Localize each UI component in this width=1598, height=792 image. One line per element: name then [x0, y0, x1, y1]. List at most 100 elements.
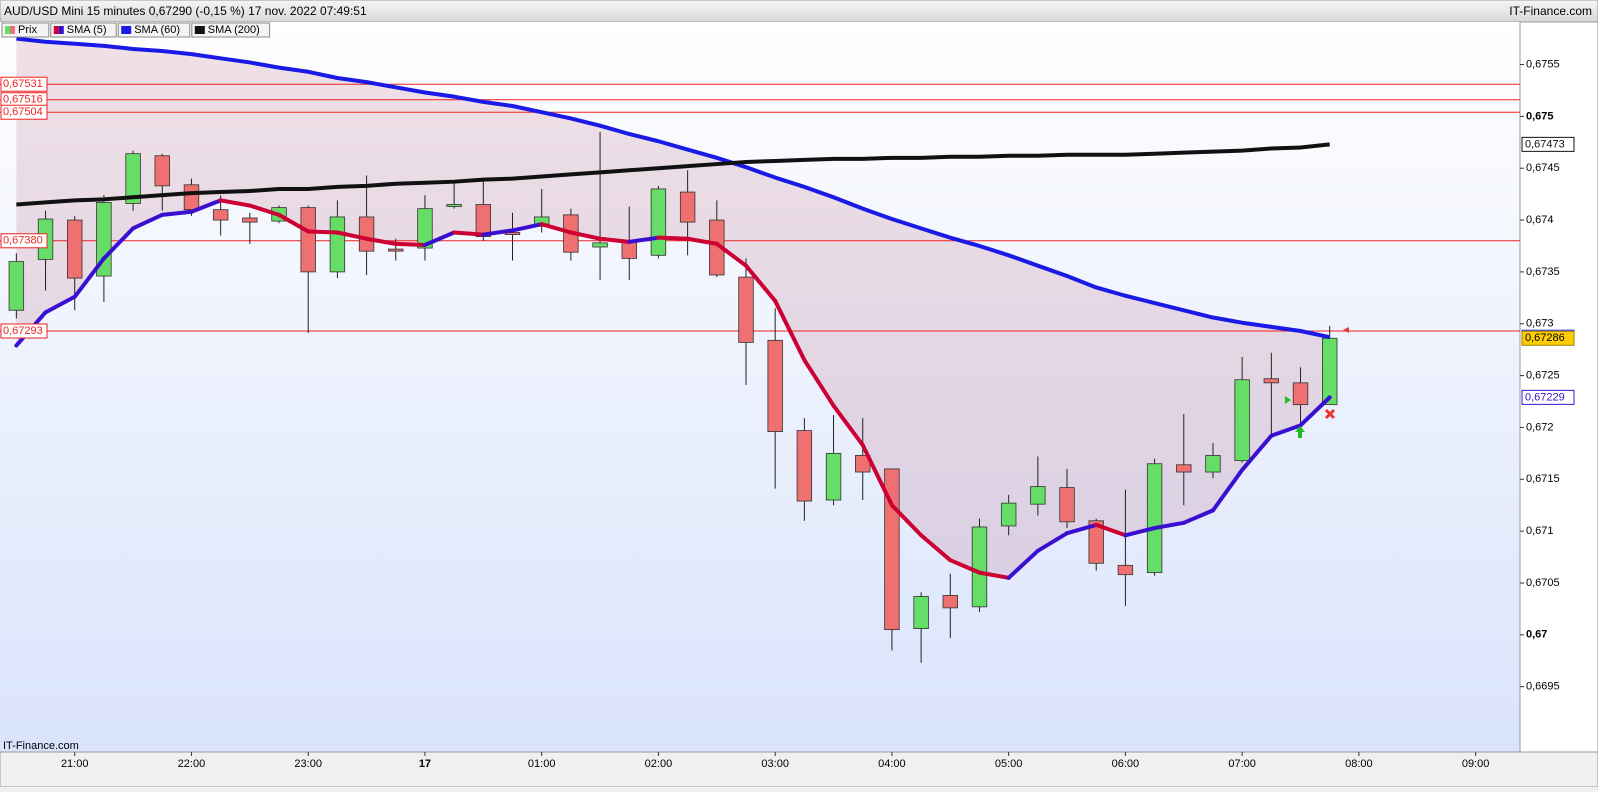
sma-segment — [306, 229, 340, 235]
candle-body — [913, 596, 929, 630]
sma-segment — [1094, 522, 1128, 538]
sma-segment — [831, 403, 865, 448]
sma-segment — [72, 256, 106, 299]
sma-segment — [1210, 467, 1245, 513]
sma-segment — [1006, 548, 1040, 580]
x-tick-label: 04:00 — [878, 758, 906, 770]
x-tick-label: 22:00 — [178, 758, 206, 770]
candle-body — [825, 452, 842, 501]
level-label: 0,67293 — [3, 325, 43, 337]
x-tick-label: 02:00 — [645, 758, 673, 770]
candle-body — [1292, 382, 1309, 406]
y-tick-label: 0,6755 — [1526, 58, 1560, 70]
legend-swatch — [5, 26, 10, 34]
candle-body — [1088, 520, 1104, 564]
sma-segment — [1152, 520, 1186, 531]
sma-segment — [802, 358, 836, 408]
sma-segment — [160, 209, 194, 217]
sma-segment — [539, 222, 573, 235]
sma-segment — [977, 570, 1011, 580]
candle-body — [212, 209, 229, 221]
legend-label: SMA (60) — [134, 24, 180, 36]
level-box — [0, 104, 48, 120]
y-axis-area — [1519, 21, 1598, 753]
y-tick-label: 0,671 — [1526, 525, 1554, 537]
candle-body — [971, 526, 988, 608]
candle-body — [796, 430, 813, 502]
candle-body — [1000, 502, 1017, 527]
y-tick-label: 0,6735 — [1526, 266, 1560, 278]
sma-segment — [393, 241, 427, 247]
candle-body — [738, 276, 754, 343]
chart-title: AUD/USD Mini 15 minutes 0,67290 (-0,15 %… — [4, 4, 367, 18]
candle-body — [679, 191, 696, 223]
legend-item: SMA (5) — [50, 22, 117, 38]
y-tick-label: 0,674 — [1526, 214, 1554, 226]
sma-segment — [1298, 395, 1332, 428]
level-label: 0,67516 — [3, 94, 43, 106]
sma-segment — [860, 443, 894, 508]
marker — [1285, 396, 1291, 404]
legend-swatch — [10, 26, 15, 34]
candle-body — [650, 188, 667, 256]
legend-label: SMA (5) — [67, 24, 107, 36]
sma-segment — [773, 298, 807, 363]
x-tick-label: 01:00 — [528, 758, 556, 770]
x-tick-label: 05:00 — [995, 758, 1023, 770]
sma-segment — [919, 533, 953, 563]
level-box — [0, 233, 48, 249]
x-tick-label: 07:00 — [1228, 758, 1256, 770]
last-value-box — [1521, 136, 1575, 152]
legend-item: SMA (200) — [191, 22, 271, 38]
sma-segment — [568, 230, 603, 241]
candle-body — [154, 155, 170, 187]
y-tick-label: 0,6705 — [1526, 577, 1560, 589]
candle-body — [329, 216, 346, 273]
sma-line — [16, 36, 1331, 340]
sma-segment — [743, 263, 778, 303]
marker — [1295, 426, 1305, 438]
sma-line — [16, 142, 1330, 207]
candle-body — [417, 208, 433, 249]
price-box — [1521, 330, 1575, 346]
candle-body — [125, 153, 141, 204]
candle-body — [767, 339, 783, 432]
legend-label: SMA (200) — [208, 24, 260, 36]
last-value-label: 0,67473 — [1525, 138, 1565, 150]
sma-segment — [189, 198, 223, 214]
price-label: 0,67286 — [1525, 332, 1565, 344]
sma-segment — [598, 236, 632, 244]
y-tick-label: 0,6695 — [1526, 681, 1560, 693]
candle-body — [67, 219, 83, 279]
candle-body — [388, 248, 404, 252]
x-tick-label: 03:00 — [761, 758, 789, 770]
marker — [1343, 327, 1349, 333]
sma-segment — [218, 198, 252, 208]
sma-segment — [452, 230, 486, 237]
sma-segment — [101, 226, 136, 261]
x-tick-label: 09:00 — [1462, 758, 1490, 770]
sma-segment — [1240, 433, 1274, 472]
level-label: 0,67504 — [3, 106, 43, 118]
x-tick-label: 08:00 — [1345, 758, 1373, 770]
candle-body — [1059, 487, 1075, 523]
y-tick-label: 0,6725 — [1526, 370, 1560, 382]
watermark: IT-Finance.com — [3, 740, 79, 752]
plot-area — [0, 22, 1520, 752]
y-tick-label: 0,6745 — [1526, 162, 1560, 174]
signal-markers — [1285, 327, 1349, 438]
candle-body — [942, 595, 958, 609]
last-value-label: 0,67229 — [1525, 391, 1565, 403]
y-tick-label: 0,673 — [1526, 318, 1554, 330]
sma-segment — [1181, 508, 1215, 525]
level-label: 0,67380 — [3, 235, 43, 247]
sma-segment — [1065, 522, 1099, 536]
sma-segment — [1035, 531, 1070, 553]
candle-body — [183, 184, 200, 211]
sma-segment — [364, 236, 398, 246]
legend-item: Prix — [1, 22, 50, 38]
candle-body — [8, 261, 25, 311]
sma-segment — [510, 222, 544, 233]
sma-segment — [43, 294, 77, 315]
